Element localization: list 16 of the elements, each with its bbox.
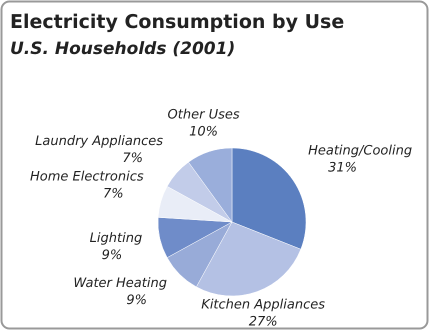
slice-label: Heating/Cooling <box>308 143 412 158</box>
data-label: 9% <box>126 293 147 308</box>
slice-label: Laundry Appliances <box>35 134 164 150</box>
data-label: 10% <box>189 124 218 140</box>
slice-label: Kitchen Appliances <box>201 298 326 313</box>
data-label: 7% <box>122 151 143 166</box>
data-label: 27% <box>248 314 278 330</box>
data-label: 9% <box>102 248 122 264</box>
slice-label: Lighting <box>90 231 142 246</box>
chart-title: Electricity Consumption by Use <box>10 11 344 33</box>
chart-subtitle: U.S. Households (2001) <box>10 39 236 59</box>
slice-label: Water Heating <box>73 276 167 292</box>
data-label: 31% <box>328 160 357 176</box>
slice-label: Home Electronics <box>30 169 144 184</box>
data-label: 7% <box>103 186 124 202</box>
slice-label: Other Uses <box>168 108 240 123</box>
